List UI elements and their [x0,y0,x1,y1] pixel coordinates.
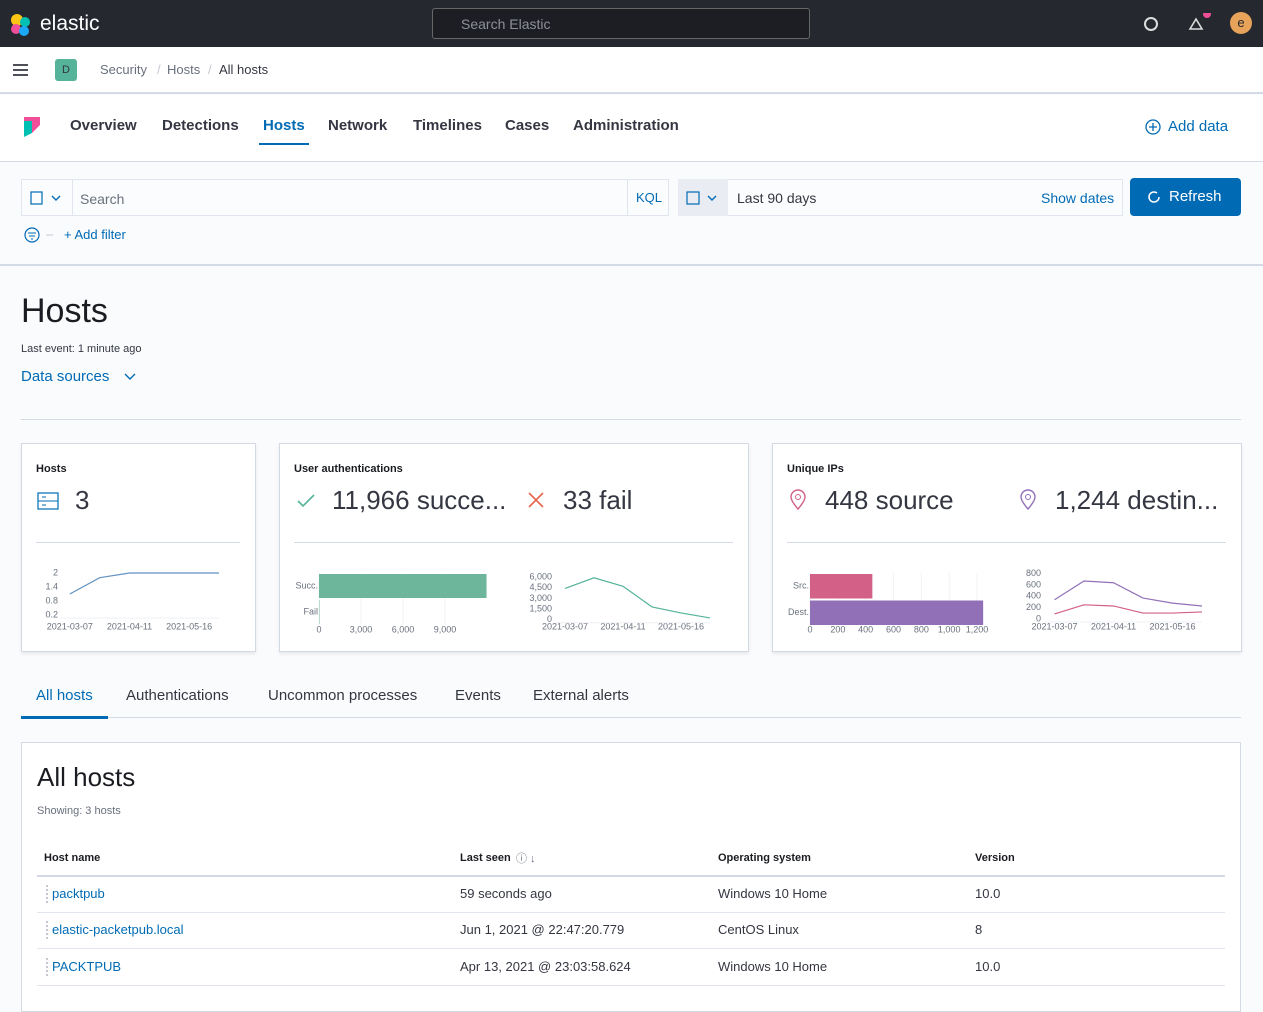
tab[interactable]: External alerts [533,687,629,704]
line [70,573,219,594]
y-tick-label: 0.8 [45,595,58,605]
y-tick-label: 3,000 [529,593,552,603]
nav-tab[interactable]: Overview [70,117,137,134]
drag-handle [46,958,50,976]
y-tick-label: 400 [1026,591,1041,601]
cell: Windows 10 Home [718,959,827,974]
tab[interactable]: Uncommon processes [268,687,417,704]
x-tick-label: 2021-03-07 [1031,621,1077,631]
y-tick-label: 1,500 [529,603,552,613]
cell: Windows 10 Home [718,886,827,901]
line [1055,605,1203,614]
cell: 10.0 [975,886,1000,901]
y-tick-label: Fail [303,606,318,616]
column-header: Host name [44,852,100,864]
cell: Apr 13, 2021 @ 23:03:58.624 [460,959,631,974]
x-tick-label: 1,000 [938,624,961,634]
x-tick-label: 2021-04-11 [1091,621,1136,631]
y-tick-label: 6,000 [529,571,552,581]
y-tick-label: 200 [1026,602,1041,612]
header-rule [37,875,1225,877]
bar [319,574,487,598]
y-tick-label: 4,500 [529,582,552,592]
drag-handle [46,885,50,903]
nav-tab[interactable]: Timelines [413,117,482,134]
hosts-table-panel [21,742,1241,1012]
x-tick-label: 0 [807,624,812,634]
x-tick-label: 2021-05-16 [166,621,212,631]
x-tick-label: 400 [858,624,873,634]
y-tick-label: 800 [1026,568,1041,578]
x-tick-label: 2021-05-16 [1149,621,1195,631]
row-rule [37,912,1225,913]
nav-tab[interactable]: Detections [162,117,239,134]
drag-handle [46,921,50,939]
tab[interactable]: All hosts [36,687,93,704]
bar [810,601,983,626]
nav-tab[interactable]: Hosts [263,117,305,134]
sort-icon[interactable]: ⓘ ↓ [516,850,536,866]
y-tick-label: Dest. [788,607,809,617]
tabs-rule [21,717,1241,718]
tab[interactable]: Events [455,687,501,704]
table-subtitle: Showing: 3 hosts [37,805,121,817]
column-header[interactable]: Last seen [460,852,511,864]
x-tick-label: 800 [914,624,929,634]
active-underline [21,716,108,719]
line [1055,581,1203,606]
y-tick-label: 1.4 [45,581,58,591]
x-tick-label: 1,200 [966,624,989,634]
column-header: Operating system [718,852,811,864]
y-tick-label: 2 [53,567,58,577]
x-tick-label: 2021-03-07 [47,621,93,631]
x-tick-label: 200 [830,624,845,634]
active-underline [259,143,309,145]
nav-tab[interactable]: Cases [505,117,549,134]
cell: CentOS Linux [718,922,799,937]
host-link[interactable]: packtpub [52,886,105,901]
cell: 8 [975,922,982,937]
line [565,578,710,618]
row-rule [37,948,1225,949]
tab[interactable]: Authentications [126,687,229,704]
nav-tab[interactable]: Administration [573,117,679,134]
cell: Jun 1, 2021 @ 22:47:20.779 [460,922,624,937]
table-title: All hosts [37,762,135,793]
row-rule [37,985,1225,986]
x-tick-label: 9,000 [434,624,457,634]
cell: 59 seconds ago [460,886,552,901]
x-tick-label: 600 [886,624,901,634]
host-link[interactable]: PACKTPUB [52,959,121,974]
nav-tab[interactable]: Network [328,117,387,134]
x-tick-label: 6,000 [392,624,415,634]
y-tick-label: 0.2 [45,609,58,619]
x-tick-label: 0 [316,624,321,634]
x-tick-label: 2021-04-11 [107,621,152,631]
y-tick-label: 600 [1026,579,1041,589]
y-tick-label: Succ. [295,580,318,590]
column-header: Version [975,852,1015,864]
host-link[interactable]: elastic-packetpub.local [52,922,184,937]
x-tick-label: 3,000 [350,624,373,634]
y-tick-label: Src. [793,581,809,591]
bar [810,574,872,599]
cell: 10.0 [975,959,1000,974]
mini-charts: 0.2 0.8 1.4 2 2021-03-07 2021-04-11 2021-05-16… [0,0,1263,660]
